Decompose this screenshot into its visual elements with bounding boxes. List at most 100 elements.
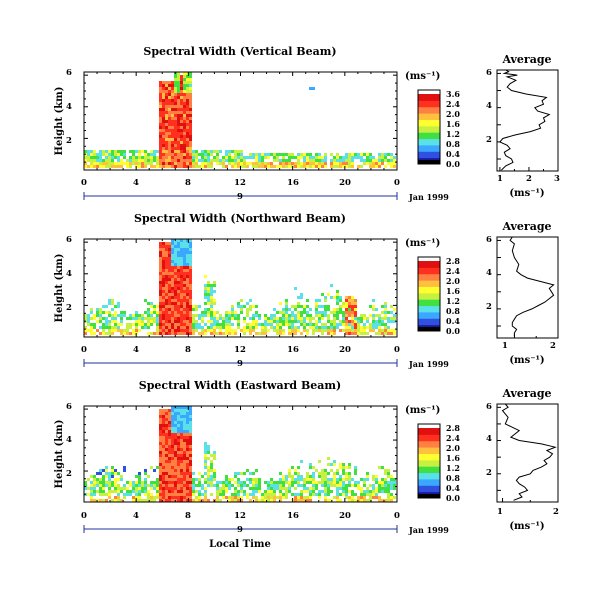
heatmap-cell: [378, 466, 381, 469]
heatmap-cell: [168, 126, 171, 129]
heatmap-cell: [348, 332, 351, 335]
heatmap-cell: [168, 311, 171, 314]
heatmap-cell: [363, 323, 366, 326]
heatmap-cell: [168, 278, 171, 281]
heatmap-cell: [183, 87, 186, 90]
heatmap-cell: [330, 162, 333, 165]
heatmap-cell: [285, 165, 288, 168]
heatmap-cell: [198, 332, 201, 335]
heatmap-cell: [285, 475, 288, 478]
heatmap-cell: [192, 481, 195, 484]
heatmap-cell: [165, 481, 168, 484]
heatmap-cell: [180, 430, 183, 433]
heatmap-cell: [144, 472, 147, 475]
heatmap-cell: [174, 129, 177, 132]
heatmap-cell: [177, 415, 180, 418]
heatmap-cell: [177, 117, 180, 120]
colorbar-tick-label: 0.4: [446, 316, 460, 326]
heatmap-cell: [348, 311, 351, 314]
heatmap-cell: [108, 332, 111, 335]
heatmap-cell: [177, 138, 180, 141]
heatmap-cell: [174, 159, 177, 162]
heatmap-cell: [183, 293, 186, 296]
heatmap-cell: [333, 496, 336, 499]
heatmap-cell: [189, 308, 192, 311]
heatmap-cell: [312, 481, 315, 484]
heatmap-cell: [210, 284, 213, 287]
heatmap-cell: [186, 263, 189, 266]
heatmap-cell: [384, 481, 387, 484]
heatmap-cell: [186, 78, 189, 81]
heatmap-cell: [162, 493, 165, 496]
heatmap-cell: [186, 245, 189, 248]
heatmap-cell: [195, 320, 198, 323]
heatmap-cell: [189, 457, 192, 460]
heatmap-cell: [237, 493, 240, 496]
heatmap-cell: [183, 105, 186, 108]
average-frame: [496, 236, 559, 339]
heatmap-cell: [147, 493, 150, 496]
heatmap-cell: [141, 165, 144, 168]
heatmap-cell: [204, 150, 207, 153]
heatmap-cell: [351, 162, 354, 165]
heatmap-cell: [333, 156, 336, 159]
heatmap-cell: [225, 317, 228, 320]
heatmap-cell: [165, 263, 168, 266]
heatmap-cell: [369, 305, 372, 308]
heatmap-cell: [183, 123, 186, 126]
heatmap-cell: [312, 490, 315, 493]
heatmap-cell: [144, 150, 147, 153]
heatmap-cell: [168, 439, 171, 442]
heatmap-cell: [330, 284, 333, 287]
heatmap-cell: [177, 436, 180, 439]
heatmap-cell: [255, 305, 258, 308]
heatmap-cell: [363, 484, 366, 487]
heatmap-cell: [204, 481, 207, 484]
heatmap-cell: [165, 475, 168, 478]
heatmap-cell: [219, 317, 222, 320]
heatmap-cell: [225, 156, 228, 159]
heatmap-cell: [390, 487, 393, 490]
heatmap-cell: [162, 141, 165, 144]
heatmap-cell: [270, 487, 273, 490]
heatmap-cell: [150, 162, 153, 165]
heatmap-cell: [123, 487, 126, 490]
heatmap-cell: [390, 481, 393, 484]
heatmap-cell: [210, 299, 213, 302]
heatmap-cell: [315, 329, 318, 332]
heatmap-cell: [171, 129, 174, 132]
heatmap-cell: [366, 156, 369, 159]
heatmap-cell: [159, 126, 162, 129]
heatmap-cell: [165, 287, 168, 290]
heatmap-cell: [111, 162, 114, 165]
heatmap-cell: [348, 496, 351, 499]
heatmap-cell: [111, 466, 114, 469]
heatmap-cell: [183, 433, 186, 436]
heatmap-cell: [261, 165, 264, 168]
heatmap-cell: [165, 150, 168, 153]
heatmap-cell: [174, 332, 177, 335]
heatmap-cell: [171, 332, 174, 335]
heatmap-cell: [324, 478, 327, 481]
heatmap-cell: [102, 159, 105, 162]
heatmap-cell: [321, 481, 324, 484]
heatmap-cell: [159, 484, 162, 487]
heatmap-cell: [150, 150, 153, 153]
heatmap-cell: [213, 302, 216, 305]
heatmap-cell: [165, 147, 168, 150]
heatmap-cell: [237, 320, 240, 323]
heatmap-cell: [336, 290, 339, 293]
heatmap-cell: [90, 323, 93, 326]
heatmap-cell: [333, 311, 336, 314]
heatmap-cell: [192, 472, 195, 475]
heatmap-cell: [330, 159, 333, 162]
heatmap-cell: [315, 165, 318, 168]
heatmap-cell: [381, 311, 384, 314]
heatmap-cell: [165, 463, 168, 466]
heatmap-cell: [138, 150, 141, 153]
heatmap-cell: [270, 162, 273, 165]
heatmap-cell: [150, 317, 153, 320]
heatmap-cell: [267, 481, 270, 484]
heatmap-cell: [348, 323, 351, 326]
heatmap-cell: [378, 329, 381, 332]
